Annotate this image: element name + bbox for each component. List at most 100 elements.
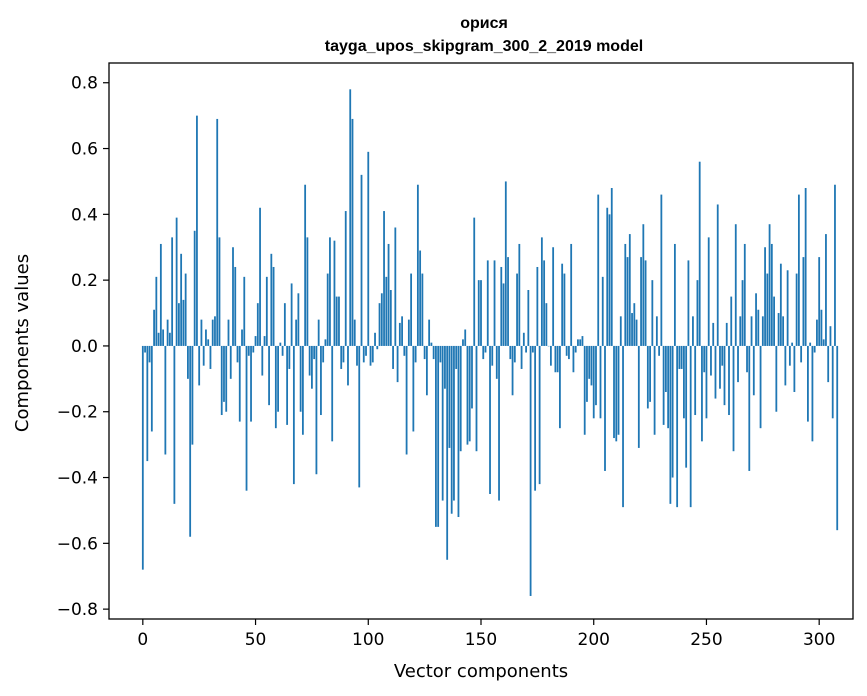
bar: [552, 247, 555, 346]
bar: [764, 247, 766, 346]
bar: [752, 345, 755, 396]
bar: [475, 345, 478, 452]
bar: [295, 319, 298, 346]
bar: [502, 283, 505, 346]
bar: [243, 276, 246, 346]
bar: [554, 345, 557, 373]
bar: [536, 266, 539, 346]
bar: [626, 257, 629, 346]
bar: [477, 280, 480, 346]
bar: [468, 345, 471, 442]
bar: [218, 237, 221, 346]
bar: [236, 345, 239, 363]
bar: [775, 345, 778, 412]
bar: [791, 342, 794, 346]
bar: [308, 345, 311, 376]
bar: [313, 345, 316, 360]
bar: [356, 345, 358, 366]
bar: [466, 345, 469, 445]
bar: [392, 345, 394, 369]
bar: [216, 118, 219, 346]
bar: [631, 313, 633, 346]
bar: [238, 345, 241, 422]
bar: [500, 266, 503, 346]
bar: [588, 345, 591, 379]
bar: [714, 345, 717, 399]
bar: [220, 345, 223, 416]
bar: [610, 188, 613, 346]
bar: [683, 345, 685, 419]
bar: [263, 336, 266, 346]
bar: [595, 345, 597, 406]
bar: [315, 345, 318, 475]
bar: [403, 345, 406, 356]
bar: [755, 293, 757, 346]
bar: [419, 250, 422, 346]
bar: [225, 345, 228, 412]
bar: [831, 345, 834, 419]
chart-title: орися: [460, 15, 508, 32]
bar: [572, 345, 575, 373]
bar: [187, 345, 189, 379]
bar: [782, 316, 785, 346]
bar: [227, 319, 230, 346]
y-tick-label: 0.6: [71, 140, 98, 160]
bar: [804, 188, 807, 346]
bar: [162, 329, 165, 346]
bar: [270, 253, 273, 346]
bar: [520, 345, 523, 369]
bar: [651, 280, 654, 346]
bar: [732, 345, 735, 452]
bar: [561, 263, 564, 346]
bar: [423, 345, 426, 360]
bar: [482, 345, 485, 360]
bar: [786, 270, 789, 346]
bar: [380, 293, 383, 346]
bar: [155, 276, 158, 346]
bar: [507, 257, 509, 346]
bar: [182, 299, 185, 346]
bar: [829, 326, 832, 346]
bar: [646, 345, 649, 409]
bar: [428, 319, 431, 346]
bar: [685, 345, 688, 468]
bar: [462, 339, 464, 346]
bar: [324, 339, 327, 346]
bar: [545, 303, 548, 346]
bar: [716, 204, 719, 346]
bar: [757, 309, 760, 346]
bar: [770, 243, 773, 346]
bar: [689, 345, 692, 508]
bar: [473, 217, 476, 346]
bar: [568, 345, 570, 360]
bar: [410, 273, 413, 346]
bar: [256, 303, 259, 346]
bar: [329, 237, 331, 346]
y-tick-label: 0.8: [71, 74, 98, 94]
bar: [669, 345, 672, 504]
bar: [827, 345, 830, 383]
y-ticks: −0.8 −0.6 −0.4 −0.2 0.0 0.2 0.4 0.6 0.8: [57, 74, 109, 620]
bar: [543, 260, 546, 346]
bar: [540, 237, 543, 346]
bar: [338, 296, 340, 346]
bar: [556, 345, 559, 373]
bar: [320, 345, 322, 416]
bar: [367, 151, 370, 346]
bar: [637, 345, 640, 448]
bar: [268, 345, 270, 406]
bar: [299, 345, 302, 412]
bar: [457, 345, 460, 518]
bar: [347, 345, 349, 386]
bar: [793, 345, 796, 392]
y-tick-label: 0.2: [71, 271, 98, 291]
bar: [719, 345, 721, 389]
bar: [349, 89, 352, 346]
bar: [317, 319, 320, 346]
bar: [252, 345, 255, 353]
bar: [358, 345, 361, 488]
bar: [290, 283, 293, 346]
bar: [416, 184, 419, 346]
y-tick-label: −0.4: [57, 469, 98, 489]
